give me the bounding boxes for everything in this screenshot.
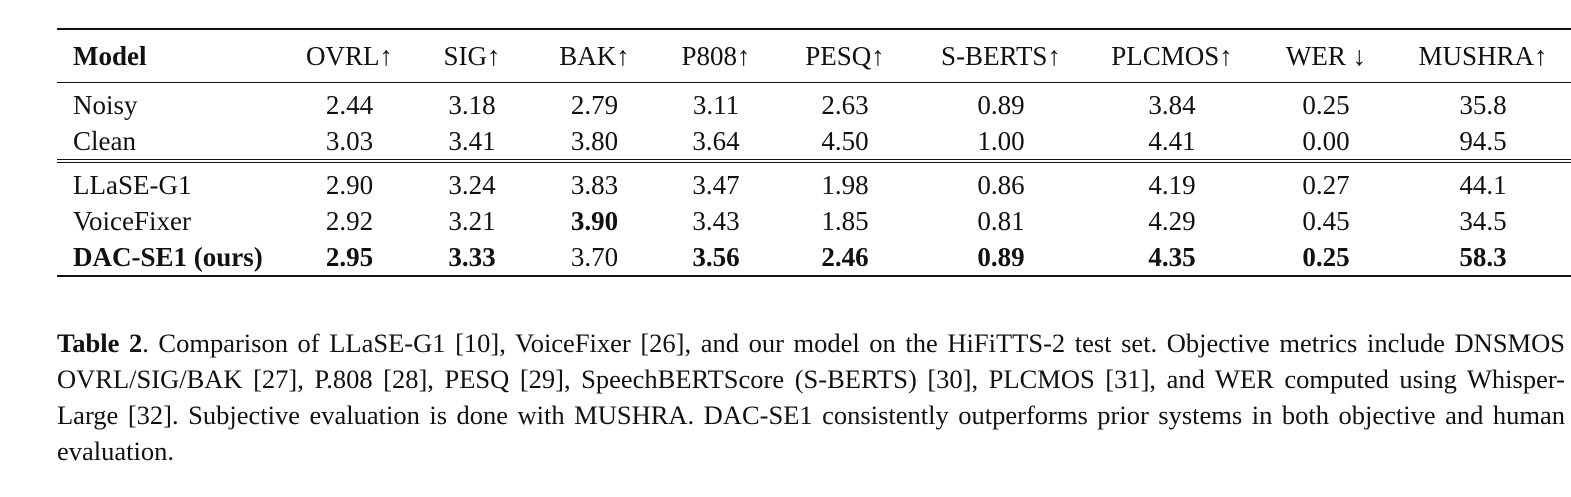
cell-value: 0.25 <box>1302 90 1350 120</box>
cell-value: 3.80 <box>532 123 657 163</box>
cell-value: 3.47 <box>692 170 740 200</box>
cell-value: 35.8 <box>1459 90 1507 120</box>
cell-value: 2.79 <box>570 90 619 120</box>
cell-value: 3.90 <box>570 206 619 236</box>
cell-value: 0.27 <box>1302 170 1350 200</box>
cell-value: 3.84 <box>1148 90 1196 120</box>
cell-model: Noisy <box>73 90 138 120</box>
cell-value: 2.63 <box>821 90 869 120</box>
cell-value: 3.41 <box>412 123 532 163</box>
column-header-sig: SIG↑ <box>443 41 501 71</box>
table-row: VoiceFixer 2.92 3.21 3.90 3.43 1.85 0.81 4.29 0.… <box>57 203 1571 239</box>
caption-text: . Comparison of LLaSE-G1 [10], VoiceFixe… <box>57 328 1565 466</box>
cell-value: 3.83 <box>570 170 619 200</box>
cell-value: 2.44 <box>325 90 374 120</box>
cell-value: 58.3 <box>1459 242 1507 272</box>
cell-value: 0.86 <box>977 170 1025 200</box>
cell-value: 0.00 <box>1257 123 1395 163</box>
cell-value: 34.5 <box>1459 206 1507 236</box>
results-table-container: Model OVRL↑ SIG↑ BAK↑ P808↑ PESQ↑ S-BERT… <box>57 28 1571 277</box>
table-caption: Table 2. Comparison of LLaSE-G1 [10], Vo… <box>57 325 1565 469</box>
cell-model: Clean <box>57 123 287 163</box>
table-row: Noisy 2.44 3.18 2.79 3.11 2.63 0.89 3.84 0.25 35.… <box>57 83 1571 124</box>
cell-value: 3.21 <box>448 206 496 236</box>
results-table: Model OVRL↑ SIG↑ BAK↑ P808↑ PESQ↑ S-BERT… <box>57 28 1571 277</box>
cell-value: 4.41 <box>1087 123 1257 163</box>
cell-value: 94.5 <box>1395 123 1571 163</box>
cell-value: 0.89 <box>977 242 1025 272</box>
column-header-wer: WER ↓ <box>1285 41 1367 71</box>
header-row: Model OVRL↑ SIG↑ BAK↑ P808↑ PESQ↑ S-BERT… <box>57 29 1571 83</box>
cell-model: LLaSE-G1 <box>73 170 192 200</box>
cell-model: DAC-SE1 (ours) <box>73 242 263 272</box>
cell-value: 2.90 <box>325 170 374 200</box>
cell-value: 2.92 <box>325 206 374 236</box>
cell-value: 44.1 <box>1459 170 1507 200</box>
cell-model: VoiceFixer <box>73 206 191 236</box>
cell-value: 3.24 <box>448 170 496 200</box>
caption-label: Table 2 <box>57 328 143 358</box>
table-row: LLaSE-G1 2.90 3.24 3.83 3.47 1.98 0.86 4.19 0.27… <box>57 161 1571 203</box>
column-header-ovrl: OVRL↑ <box>306 41 393 71</box>
column-header-pesq: PESQ↑ <box>805 41 885 71</box>
cell-value: 3.56 <box>692 242 740 272</box>
cell-value: 0.89 <box>977 90 1025 120</box>
system-rows: LLaSE-G1 2.90 3.24 3.83 3.47 1.98 0.86 4.19 0.27… <box>57 161 1571 276</box>
cell-value: 3.11 <box>692 90 740 120</box>
table-row: DAC-SE1 (ours) 2.95 3.33 3.70 3.56 2.46 0.89 4.… <box>57 239 1571 276</box>
cell-value: 1.98 <box>821 170 869 200</box>
cell-value: 4.35 <box>1148 242 1196 272</box>
column-header-bak: BAK↑ <box>559 41 630 71</box>
cell-value: 2.95 <box>325 242 374 272</box>
cell-value: 4.29 <box>1148 206 1196 236</box>
table-row: Clean 3.03 3.41 3.80 3.64 4.50 1.00 4.41 0.00 94.… <box>57 123 1571 163</box>
cell-value: 0.25 <box>1302 242 1350 272</box>
column-header-s-berts: S-BERTS↑ <box>941 41 1061 71</box>
reference-rows: Noisy 2.44 3.18 2.79 3.11 2.63 0.89 3.84 0.25 35.… <box>57 82 1571 163</box>
cell-value: 3.18 <box>448 90 496 120</box>
cell-value: 3.33 <box>448 242 496 272</box>
cell-value: 4.19 <box>1148 170 1196 200</box>
cell-value: 2.46 <box>821 242 869 272</box>
cell-value: 3.03 <box>287 123 412 163</box>
column-header-p808: P808↑ <box>681 41 751 71</box>
cell-value: 0.81 <box>977 206 1025 236</box>
column-header-mushra: MUSHRA↑ <box>1418 41 1548 71</box>
cell-value: 0.45 <box>1302 206 1350 236</box>
cell-value: 3.70 <box>570 242 619 272</box>
cell-value: 3.64 <box>657 123 775 163</box>
cell-value: 1.00 <box>915 123 1087 163</box>
cell-value: 4.50 <box>775 123 915 163</box>
cell-value: 1.85 <box>821 206 869 236</box>
cell-value: 3.43 <box>692 206 740 236</box>
column-header-plcmos: PLCMOS↑ <box>1111 41 1233 71</box>
column-header-model: Model <box>73 41 147 71</box>
